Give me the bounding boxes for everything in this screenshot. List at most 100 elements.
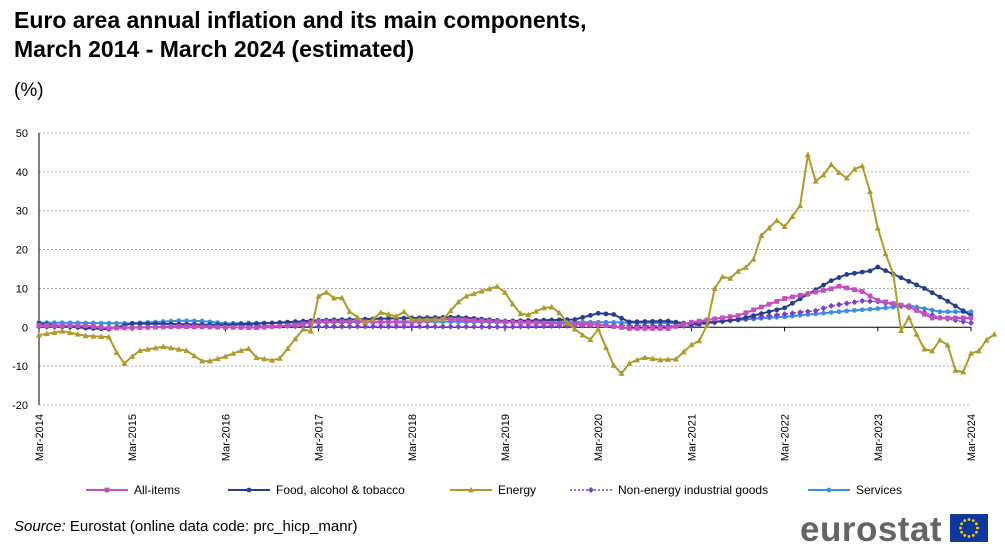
data-point xyxy=(937,309,943,315)
y-tick-label: 20 xyxy=(16,245,28,257)
data-point xyxy=(836,283,842,289)
data-point xyxy=(681,321,687,327)
data-point xyxy=(975,347,982,354)
data-point xyxy=(968,320,974,327)
data-point xyxy=(813,289,819,295)
data-point xyxy=(456,317,461,323)
legend-swatch-marker xyxy=(468,486,474,493)
data-point xyxy=(703,322,710,328)
data-point xyxy=(852,307,857,313)
legend-label: All-items xyxy=(134,483,180,497)
series-all-items xyxy=(36,283,974,331)
data-point xyxy=(486,285,493,292)
data-point xyxy=(122,325,127,331)
source-label: Source: xyxy=(14,518,66,535)
data-point xyxy=(245,345,252,352)
legend-item-energy: Energy xyxy=(450,483,536,497)
data-point xyxy=(859,289,865,294)
data-point xyxy=(447,307,454,314)
data-point xyxy=(944,341,951,348)
legend-label: Services xyxy=(856,483,902,497)
data-point xyxy=(936,336,943,343)
data-point xyxy=(689,319,694,325)
flag-star xyxy=(971,533,975,537)
data-point xyxy=(114,320,120,326)
data-point xyxy=(727,275,734,281)
data-point xyxy=(836,275,842,280)
data-point xyxy=(650,318,655,324)
data-point xyxy=(36,331,42,338)
x-tick-label: Mar-2016 xyxy=(220,414,232,461)
x-tick-label: Mar-2022 xyxy=(780,414,792,461)
data-point xyxy=(113,349,120,355)
data-point xyxy=(90,324,96,329)
eurostat-logo-text: eurostat xyxy=(800,510,943,549)
data-point xyxy=(828,161,835,167)
data-point xyxy=(595,310,601,316)
data-point xyxy=(937,294,943,300)
data-point xyxy=(665,356,672,362)
data-point xyxy=(665,326,671,331)
data-point xyxy=(478,323,485,330)
data-point xyxy=(129,325,135,331)
legend-item-non-energy: Non-energy industrial goods xyxy=(570,483,768,497)
data-point xyxy=(222,353,229,359)
data-point xyxy=(735,268,741,274)
data-point xyxy=(960,308,966,314)
data-point xyxy=(168,344,175,351)
series-group xyxy=(36,151,998,376)
data-point xyxy=(867,293,873,299)
data-point xyxy=(913,331,920,337)
data-point xyxy=(929,315,935,321)
data-point xyxy=(494,323,501,330)
data-point xyxy=(766,312,773,319)
data-point xyxy=(611,324,617,329)
data-point xyxy=(470,290,477,297)
chart-title-line2: March 2014 - March 2024 (estimated) xyxy=(14,36,415,62)
data-point xyxy=(137,321,143,326)
data-point xyxy=(906,278,912,284)
data-point xyxy=(898,275,904,281)
data-point xyxy=(875,298,881,303)
data-point xyxy=(797,292,803,298)
data-point xyxy=(338,323,345,330)
data-point xyxy=(191,352,198,359)
data-point xyxy=(595,322,601,327)
data-point xyxy=(393,313,400,319)
eu-flag-icon xyxy=(950,514,988,542)
data-point xyxy=(502,319,508,325)
flag-star xyxy=(974,530,978,534)
data-point xyxy=(804,308,811,315)
data-point xyxy=(945,298,951,304)
data-point xyxy=(751,313,756,319)
data-point xyxy=(199,357,206,364)
data-point xyxy=(105,333,112,340)
data-point xyxy=(696,318,702,324)
data-point xyxy=(199,324,205,330)
data-point xyxy=(859,307,865,313)
data-point xyxy=(602,344,609,350)
data-point xyxy=(67,329,74,336)
data-point xyxy=(922,311,927,317)
data-point xyxy=(377,309,384,315)
y-tick-label: -20 xyxy=(12,400,28,412)
data-point xyxy=(254,321,259,327)
data-point xyxy=(308,320,314,326)
data-point xyxy=(408,323,415,330)
data-point xyxy=(401,319,407,325)
data-point xyxy=(385,311,392,317)
data-point xyxy=(401,315,407,321)
y-tick-label: 50 xyxy=(16,128,28,140)
data-point xyxy=(835,169,842,176)
data-point xyxy=(339,319,345,325)
x-tick-label: Mar-2014 xyxy=(34,414,46,461)
data-point xyxy=(331,323,338,330)
data-point xyxy=(952,367,959,373)
data-point xyxy=(509,323,516,330)
data-point xyxy=(844,308,850,314)
data-point xyxy=(277,323,283,329)
legend-item-all-items: All-items xyxy=(86,483,180,497)
data-point xyxy=(385,323,392,330)
data-point xyxy=(828,302,835,309)
data-point xyxy=(67,323,73,329)
